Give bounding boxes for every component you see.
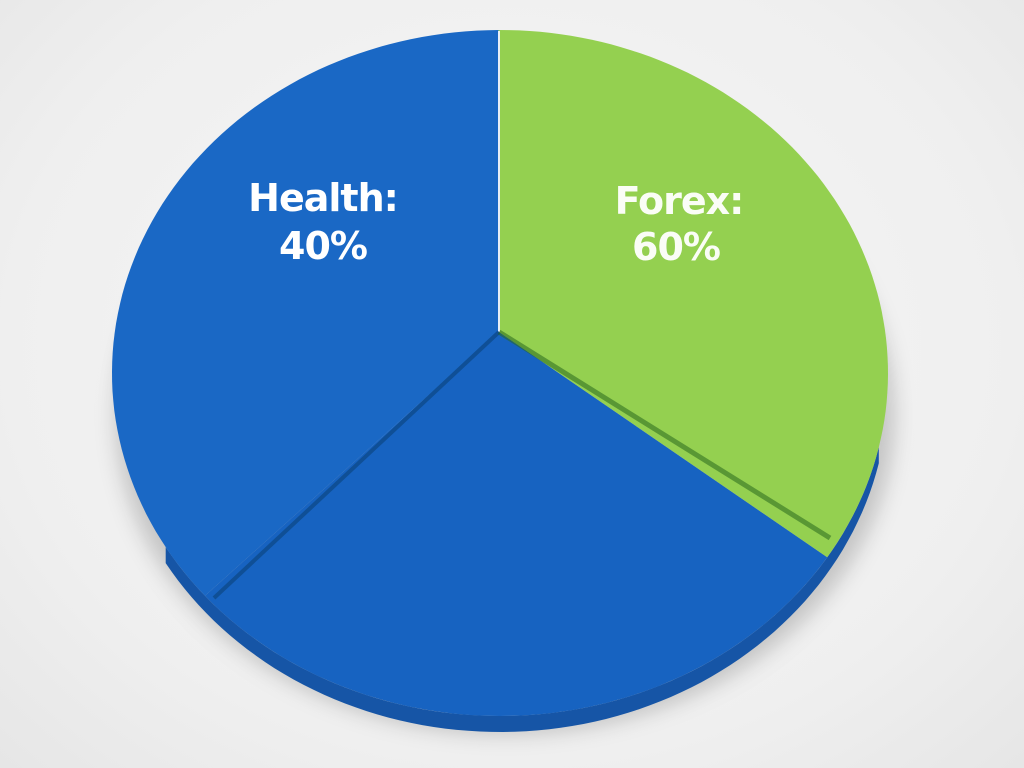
- pie-slice-health-lower: [205, 332, 828, 716]
- pie-slice-forex: [498, 30, 888, 558]
- forex-label: Forex:: [615, 179, 744, 223]
- health-percent: 40%: [279, 224, 367, 268]
- forex-percent: 60%: [632, 225, 720, 269]
- slice-separator-left: [212, 330, 501, 600]
- health-label: Health:: [248, 176, 398, 220]
- pie-slice-health: [112, 30, 499, 596]
- slice-separator-right: [497, 329, 832, 541]
